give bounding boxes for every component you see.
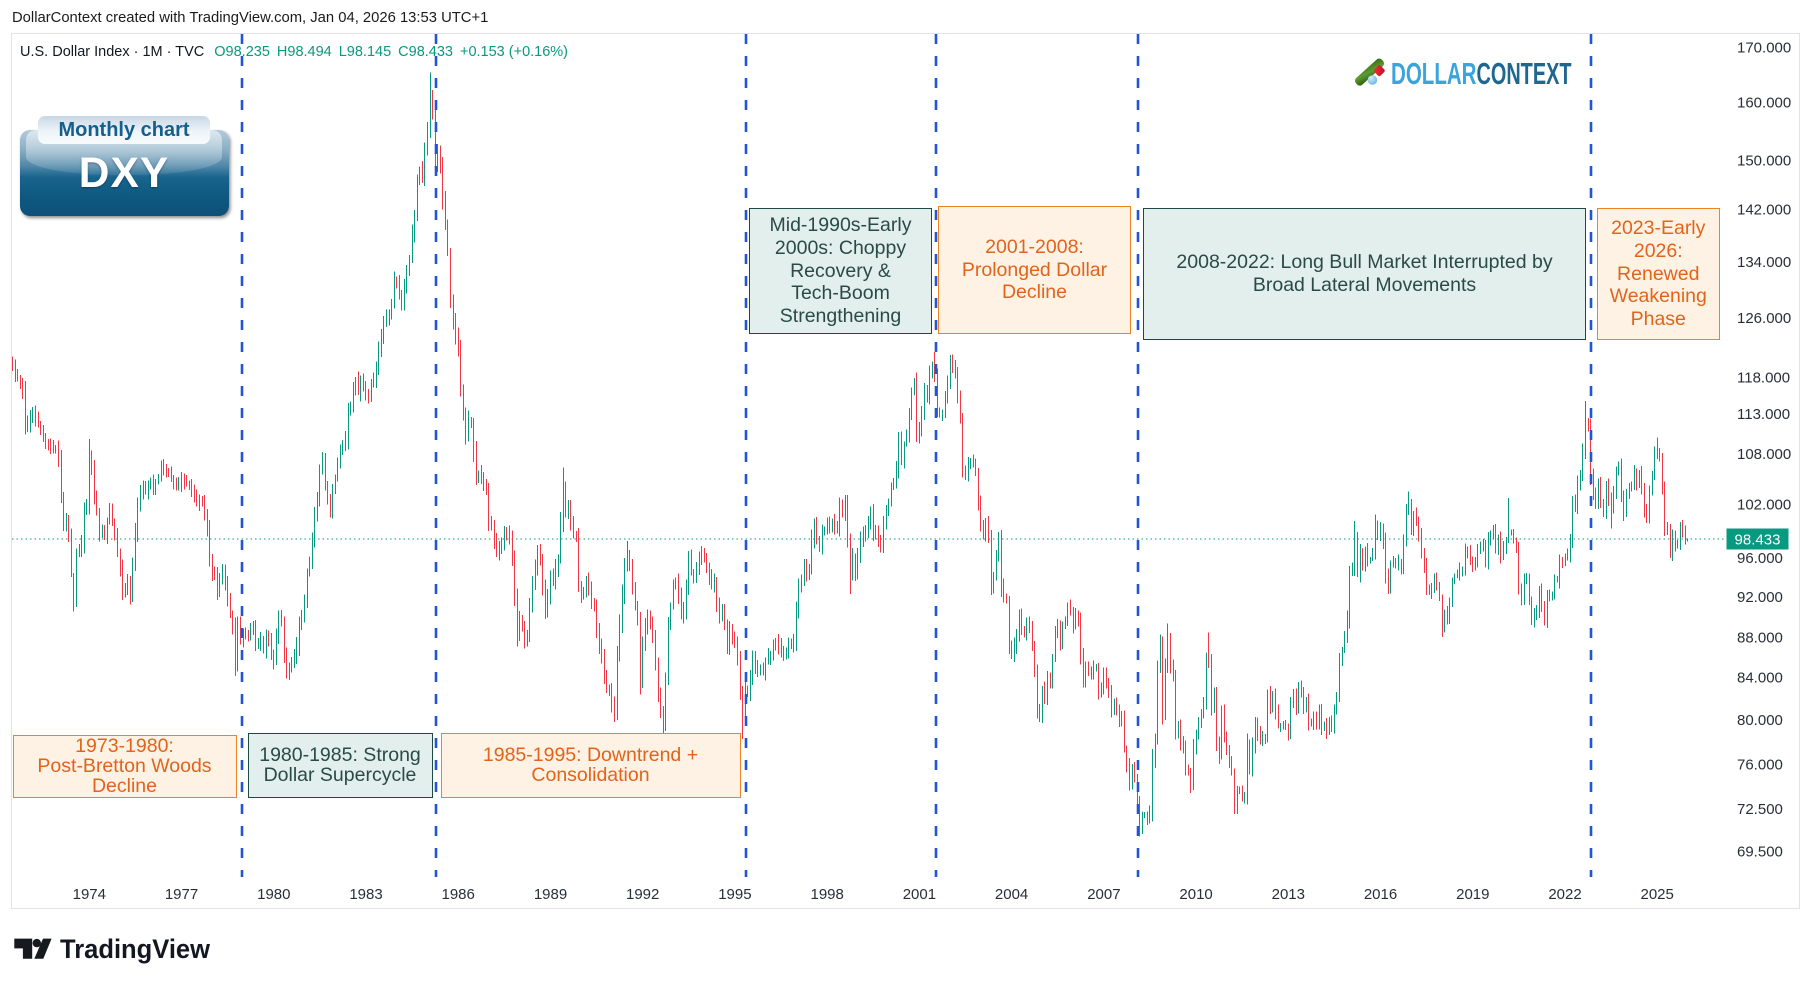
svg-text:2019: 2019 [1456,886,1489,903]
svg-text:84.000: 84.000 [1737,669,1783,686]
svg-text:142.000: 142.000 [1737,201,1791,218]
svg-text:113.000: 113.000 [1737,406,1790,423]
svg-text:102.000: 102.000 [1737,497,1791,514]
svg-text:1977: 1977 [165,886,198,903]
svg-text:150.000: 150.000 [1737,152,1791,169]
svg-text:134.000: 134.000 [1737,254,1791,271]
svg-text:TradingView: TradingView [60,934,211,964]
svg-text:1986: 1986 [442,886,475,903]
svg-text:118.000: 118.000 [1737,370,1790,387]
svg-text:126.000: 126.000 [1737,310,1791,327]
svg-text:92.000: 92.000 [1737,589,1783,606]
svg-text:1983: 1983 [349,886,382,903]
svg-text:1998: 1998 [811,886,844,903]
svg-text:1992: 1992 [626,886,659,903]
svg-text:76.000: 76.000 [1737,757,1783,774]
svg-text:80.000: 80.000 [1737,712,1783,729]
svg-text:2025: 2025 [1641,886,1674,903]
svg-text:2004: 2004 [995,886,1028,903]
svg-text:2010: 2010 [1179,886,1212,903]
svg-text:2016: 2016 [1364,886,1397,903]
svg-text:CONTEXT: CONTEXT [1477,57,1572,91]
svg-text:170.000: 170.000 [1737,39,1791,56]
svg-text:72.500: 72.500 [1737,801,1783,818]
svg-text:88.000: 88.000 [1737,629,1783,646]
svg-text:1995: 1995 [718,886,751,903]
svg-text:98.433: 98.433 [1735,531,1781,548]
svg-text:2013: 2013 [1272,886,1305,903]
svg-text:2001: 2001 [903,886,936,903]
svg-text:108.000: 108.000 [1737,446,1791,463]
svg-text:1974: 1974 [73,886,106,903]
svg-text:160.000: 160.000 [1737,95,1791,112]
svg-text:DOLLAR: DOLLAR [1391,57,1477,91]
svg-text:69.500: 69.500 [1737,844,1783,861]
svg-text:96.000: 96.000 [1737,550,1783,567]
svg-text:2022: 2022 [1548,886,1581,903]
svg-text:1989: 1989 [534,886,567,903]
svg-text:1980: 1980 [257,886,290,903]
svg-text:2007: 2007 [1087,886,1120,903]
